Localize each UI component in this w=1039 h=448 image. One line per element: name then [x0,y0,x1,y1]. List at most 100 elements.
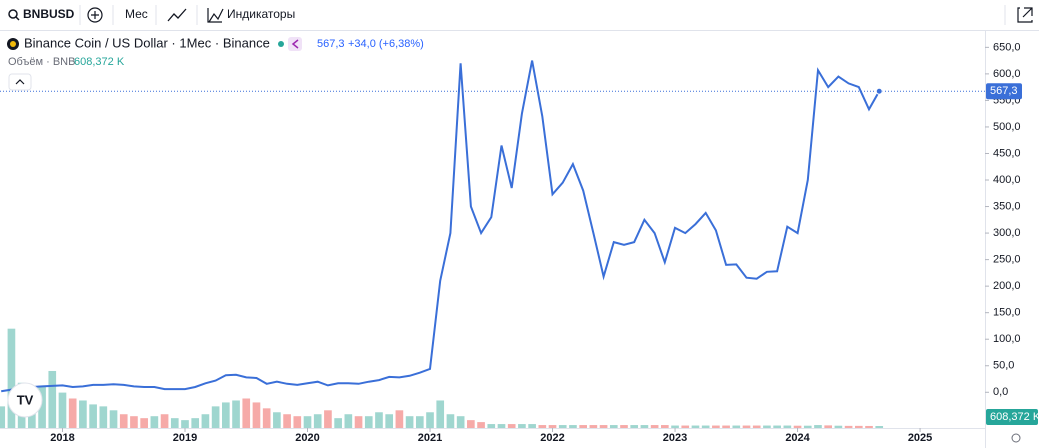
volume-bar [38,385,46,428]
legend-last: 567,3 [317,38,345,50]
volume-bar [324,410,332,428]
x-tick-label: 2019 [173,432,197,444]
volume-bar [620,425,628,428]
toolbar: BNBUSD Мес Индикаторы [0,5,1039,31]
volume-bar [150,416,159,428]
volume-bar [824,425,833,428]
volume-bar [487,424,496,428]
volume-bar [222,402,230,428]
x-tick-label: 2020 [295,432,319,444]
collapse-legend[interactable] [8,73,32,91]
volume-bar [752,425,761,428]
logo[interactable] [7,382,43,418]
volume-bar [558,425,567,428]
volume-bar [865,425,873,428]
volume-tag [986,409,1038,426]
volume-bar [875,426,884,428]
volume-bar [48,370,57,428]
y-tick-label: 600,0 [993,68,1021,80]
volume-bar [201,414,210,428]
volume-bar [130,416,138,428]
volume-bar [446,414,455,428]
svg-text:TV: TV [17,392,34,407]
volume-bar [630,425,639,428]
y-tick-label: 50,0 [993,360,1014,372]
y-tick-label: 500,0 [993,121,1021,133]
price-tag [986,83,1022,100]
volume-bar [579,425,587,428]
volume-bar [354,416,363,428]
popout[interactable] [1017,7,1033,23]
volume-bar [262,408,271,428]
volume-bar [68,398,77,428]
volume-bar [497,424,506,428]
flag[interactable] [288,37,302,51]
volume-bar [803,425,812,428]
legend: Binance Coin / US Dollar · 1Мес · Binanc… [7,35,424,91]
volume-bar [426,412,434,428]
volume-bar [405,416,414,428]
symbol[interactable]: BNBUSD [23,7,75,21]
volume-bar [109,410,118,428]
settings[interactable] [1011,433,1021,443]
volume-bar [783,425,792,428]
x-tick-label: 2023 [663,432,687,444]
volume-bar [436,400,445,428]
volume-bar [7,328,16,428]
volume-bar [538,425,547,428]
volume-bar [415,416,424,428]
volume-bar [395,410,404,428]
legend-title: Binance Coin / US Dollar · 1Мес · Binanc… [24,35,270,50]
volume-bar [599,425,608,428]
volume-bar [548,425,557,428]
price-line [1,60,881,393]
volume-bar [467,420,475,428]
legend-change: +34,0 (+6,38%) [348,38,424,50]
volume-bar [589,425,598,428]
indicators[interactable]: Индикаторы [227,7,295,21]
y-tick-label: 650,0 [993,41,1021,53]
volume-bar [58,392,67,428]
volume-last: 608,372 K [74,56,125,68]
y-tick-label: 100,0 [993,333,1021,345]
volume-bar [477,422,485,428]
volume-bar [793,425,802,428]
y-tick-label: 200,0 [993,280,1021,292]
interval[interactable]: Мес [125,7,148,21]
volume-bar [170,418,179,428]
y-tick-label: 300,0 [993,227,1021,239]
volume-bar [528,424,536,428]
volume-bar [681,425,690,428]
volume-bar [650,425,659,428]
search-icon[interactable] [8,9,18,19]
x-tick-label: 2018 [50,432,74,444]
volume-bar [640,425,649,428]
volume-bar [712,425,720,428]
volume-bar [844,425,853,428]
volume-bar [507,424,516,428]
x-tick-label: 2022 [540,432,564,444]
chart-type[interactable] [167,8,187,22]
volume-bar [140,418,148,428]
volume-bar [834,425,843,428]
volume-bar [773,425,781,428]
volume-bar [609,425,618,428]
indicators-icon[interactable] [207,8,224,23]
volume-bar [293,416,302,428]
volume-bar [671,425,679,428]
volume-bar [701,425,710,428]
volume-bar [518,424,526,428]
volume-bar [211,406,220,428]
volume-bar [273,412,281,428]
add-symbol[interactable] [87,7,103,23]
volume-bar [252,402,261,428]
volume-bar [191,418,200,428]
volume-bar [119,414,128,428]
y-tick-label: 350,0 [993,200,1021,212]
y-tick-label: 450,0 [993,147,1021,159]
volume-bar [814,425,822,428]
volume-bar [344,414,353,428]
volume-bar [242,398,251,428]
